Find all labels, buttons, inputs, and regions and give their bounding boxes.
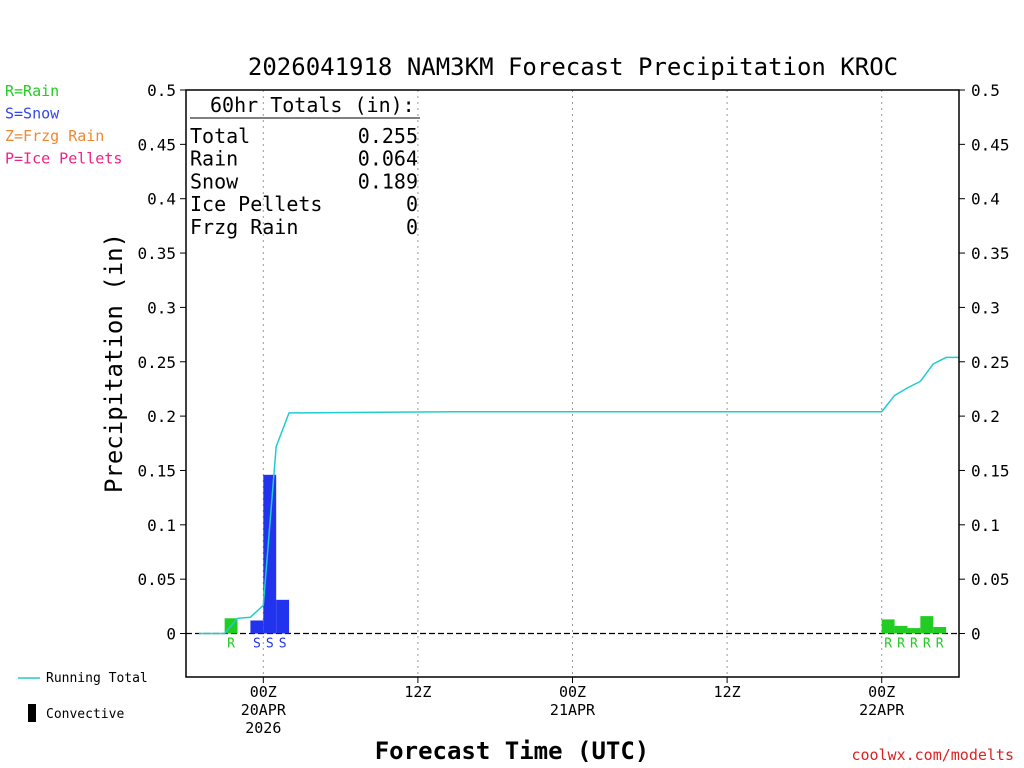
y-axis-left: 0 0.05 0.1 0.15 0.2 0.25 0.3 0.35 0.4 0.45 0.5 [137, 81, 186, 644]
precip-type-marker: R [923, 637, 931, 652]
totals-label: Frzg Rain [190, 215, 298, 239]
convective-legend-label: Convective [46, 707, 124, 722]
y-tick-label: 0.3 [971, 298, 1000, 317]
y-tick-label: 0.5 [971, 81, 1000, 100]
line-legend: Running Total Convective [18, 671, 148, 722]
precip-type-marker: S [253, 637, 261, 652]
y-tick-label: 0.15 [137, 461, 176, 480]
totals-value: 0 [406, 192, 418, 216]
precip-type-marker: R [884, 637, 892, 652]
totals-label: Ice Pellets [190, 192, 322, 216]
precip-bar [276, 599, 290, 634]
y-tick-label: 0.05 [971, 570, 1010, 589]
y-tick-label: 0.15 [971, 461, 1010, 480]
y-tick-label: 0.2 [147, 407, 176, 426]
precip-bar [907, 628, 921, 634]
y-tick-label: 0 [971, 625, 981, 644]
y-axis-right: 0 0.05 0.1 0.15 0.2 0.25 0.3 0.35 0.4 0.45 0.5 [959, 81, 1010, 644]
precip-type-marker: R [897, 637, 905, 652]
precip-type-marker: S [279, 637, 287, 652]
precip-bar [933, 626, 947, 634]
grid-lines [262, 90, 883, 677]
precip-bars [224, 474, 947, 634]
precip-bar [263, 474, 277, 634]
x-tick-label: 22APR [859, 701, 905, 719]
y-tick-label: 0 [166, 625, 176, 644]
precip-type-marker: R [227, 637, 235, 652]
totals-value: 0.064 [358, 147, 418, 171]
x-tick-label: 00Z [559, 683, 586, 701]
precip-type-legend: R=Rain S=Snow Z=Frzg Rain P=Ice Pellets [5, 82, 122, 168]
y-tick-label: 0.05 [137, 570, 176, 589]
x-tick-label: 12Z [714, 683, 741, 701]
totals-value: 0.189 [358, 169, 418, 193]
y-tick-label: 0.5 [147, 81, 176, 100]
totals-label: Total [190, 124, 250, 148]
precip-bar [250, 620, 264, 634]
totals-value: 0.255 [358, 124, 418, 148]
precip-type-marker: R [910, 637, 918, 652]
running-total-line [198, 356, 959, 635]
x-tick-label: 20APR [241, 701, 287, 719]
x-tick-label: 21APR [550, 701, 596, 719]
y-tick-label: 0.4 [971, 190, 1000, 209]
y-tick-label: 0.35 [137, 244, 176, 263]
y-tick-label: 0.4 [147, 190, 176, 209]
totals-label: Rain [190, 147, 238, 171]
y-axis-label: Precipitation (in) [100, 233, 128, 493]
x-tick-label: 12Z [404, 683, 431, 701]
legend-entry: R=Rain [5, 82, 59, 100]
y-tick-label: 0.45 [971, 135, 1010, 154]
y-tick-label: 0.45 [137, 135, 176, 154]
y-tick-label: 0.25 [137, 353, 176, 372]
legend-entry: S=Snow [5, 105, 60, 123]
y-tick-label: 0.25 [971, 353, 1010, 372]
x-tick-label: 00Z [868, 683, 895, 701]
totals-label: Snow [190, 169, 239, 193]
totals-value: 0 [406, 215, 418, 239]
legend-entry: Z=Frzg Rain [5, 127, 104, 145]
y-tick-label: 0.2 [971, 407, 1000, 426]
y-tick-label: 0.1 [147, 516, 176, 535]
x-tick-label: 2026 [245, 719, 281, 737]
y-tick-label: 0.35 [971, 244, 1010, 263]
totals-heading: 60hr Totals (in): [210, 93, 415, 117]
chart-title: 2026041918 NAM3KM Forecast Precipitation… [248, 53, 898, 81]
precip-type-marker: R [936, 637, 944, 652]
legend-entry: P=Ice Pellets [5, 150, 122, 168]
x-tick-label: 00Z [250, 683, 277, 701]
convective-legend-swatch [28, 704, 36, 722]
precip-bar [920, 616, 934, 634]
precip-bar [881, 619, 895, 634]
totals-box: 60hr Totals (in): Total 0.255 Rain 0.064 Sno… [190, 93, 420, 239]
x-axis-label: Forecast Time (UTC) [375, 737, 650, 765]
precip-type-marker: S [266, 637, 274, 652]
credit-text: coolwx.com/modelts [851, 746, 1014, 764]
y-tick-label: 0.1 [971, 516, 1000, 535]
y-tick-label: 0.3 [147, 298, 176, 317]
running-total-legend-label: Running Total [46, 671, 148, 686]
precip-bar [894, 625, 908, 634]
